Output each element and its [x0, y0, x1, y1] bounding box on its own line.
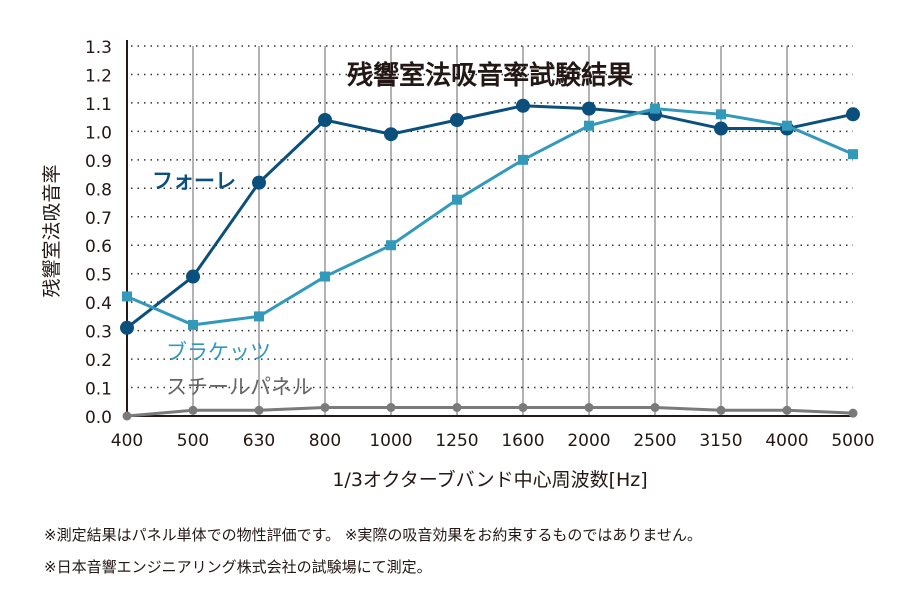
- y-tick-label: 0.5: [85, 266, 112, 286]
- legend-steel-panel: スチールパネル: [166, 375, 313, 399]
- x-tick-label: 5000: [831, 431, 874, 451]
- x-tick-label: 500: [177, 431, 209, 451]
- series-2: [122, 402, 858, 421]
- y-tick-label: 0.8: [85, 180, 112, 200]
- data-point: [186, 269, 200, 284]
- y-tick-label: 0.6: [85, 237, 112, 257]
- series-line: [126, 107, 854, 327]
- data-point: [252, 175, 266, 190]
- data-point: [386, 402, 396, 412]
- y-tick-label: 1.3: [85, 38, 112, 58]
- y-tick-label: 0.2: [85, 351, 112, 371]
- series-0: [120, 98, 860, 335]
- data-point: [782, 120, 792, 131]
- series-1: [122, 103, 858, 330]
- y-tick-label: 1.0: [85, 123, 112, 143]
- x-tick-label: 1000: [369, 431, 412, 451]
- data-point: [518, 402, 528, 412]
- data-point: [714, 121, 728, 136]
- data-point: [584, 402, 594, 412]
- y-tick-label: 1.1: [85, 95, 112, 115]
- data-point: [716, 405, 726, 415]
- x-tick-label: 1600: [501, 431, 544, 451]
- data-point: [518, 154, 528, 165]
- data-point: [188, 405, 198, 415]
- data-point: [846, 107, 860, 122]
- y-axis-label: 残響室法吸音率: [41, 164, 63, 297]
- data-point: [254, 405, 264, 415]
- data-point: [384, 127, 398, 142]
- data-point: [582, 101, 596, 116]
- data-point: [584, 120, 594, 131]
- data-point: [516, 98, 530, 113]
- legend-faure: フォーレ: [152, 169, 236, 193]
- data-point: [450, 113, 464, 127]
- chart-title: 残響室法吸音率試験結果: [347, 60, 633, 91]
- data-point: [650, 402, 660, 412]
- y-tick-label: 1.2: [85, 66, 112, 86]
- series-line: [126, 104, 854, 329]
- footnote-2: ※日本音響エンジニアリング株式会社の試験場にて測定。: [44, 558, 432, 576]
- x-tick-label: 2000: [567, 431, 610, 451]
- data-point: [452, 194, 462, 205]
- data-point: [120, 320, 134, 335]
- data-point: [848, 149, 858, 160]
- data-point: [452, 402, 462, 412]
- data-point: [254, 311, 264, 322]
- data-point: [716, 109, 726, 120]
- legend-brackets: ブラケッツ: [166, 340, 271, 364]
- y-tick-label: 0.9: [85, 152, 112, 172]
- x-tick-label: 2500: [633, 431, 676, 451]
- data-point: [320, 271, 330, 282]
- y-tick-label: 0.7: [85, 209, 112, 229]
- x-tick-label: 630: [243, 431, 275, 451]
- series-line: [126, 405, 854, 418]
- x-tick-label: 3150: [699, 431, 742, 451]
- y-tick-label: 0.3: [85, 323, 112, 343]
- x-tick-label: 4000: [765, 431, 808, 451]
- data-point: [318, 113, 332, 127]
- y-tick-label: 0.1: [85, 380, 112, 400]
- data-point: [650, 103, 660, 114]
- x-axis-label: 1/3オクターブバンド中心周波数[Hz]: [332, 468, 647, 491]
- x-tick-label: 1250: [435, 431, 478, 451]
- y-tick-label: 0.0: [85, 408, 112, 428]
- data-point: [122, 291, 132, 302]
- data-point: [782, 405, 792, 415]
- footnote-1: ※測定結果はパネル単体での物性評価です。 ※実際の吸音効果をお約束するものではあ…: [44, 526, 702, 544]
- x-tick-label: 800: [309, 431, 341, 451]
- y-tick-label: 0.4: [85, 294, 112, 314]
- data-point: [386, 240, 396, 251]
- data-point: [320, 402, 330, 412]
- x-tick-label: 400: [111, 431, 143, 451]
- data-point: [848, 408, 858, 418]
- data-point: [188, 319, 198, 330]
- data-point: [122, 411, 132, 421]
